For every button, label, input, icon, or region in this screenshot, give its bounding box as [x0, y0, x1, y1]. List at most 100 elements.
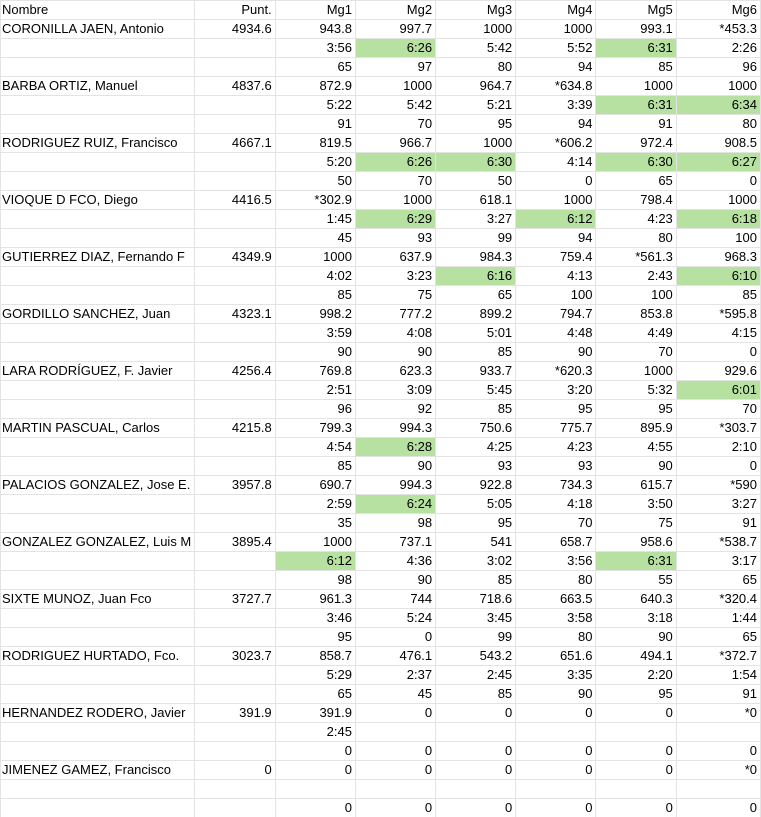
value-cell: 0 — [515, 760, 597, 780]
value-cell: 0 — [194, 760, 276, 780]
value-cell: 968.3 — [675, 247, 761, 267]
value-cell — [194, 779, 276, 799]
value-cell: 75 — [595, 513, 677, 533]
value-cell: 100 — [515, 285, 597, 305]
value-cell: 958.6 — [595, 532, 677, 552]
value-cell: 0 — [595, 703, 677, 723]
value-cell: 96 — [274, 399, 356, 419]
value-cell: 6:12 — [274, 551, 356, 571]
value-cell — [515, 722, 597, 742]
value-cell: 6:12 — [515, 209, 597, 229]
name-cell: CORONILLA JAEN, Antonio — [0, 19, 196, 39]
value-cell: 0 — [435, 798, 517, 817]
value-cell: 5:45 — [435, 380, 517, 400]
value-cell: 3:02 — [435, 551, 517, 571]
value-cell: 4:15 — [675, 323, 761, 343]
name-cell: BARBA ORTIZ, Manuel — [0, 76, 196, 96]
value-cell — [194, 95, 276, 115]
data-row: 65 45 85 90 95 91 — [0, 684, 761, 704]
data-row: GUTIERREZ DIAZ, Fernando F 4349.9 1000 637.… — [0, 247, 761, 267]
value-cell: 1000 — [595, 76, 677, 96]
value-cell — [194, 285, 276, 305]
value-cell — [194, 513, 276, 533]
value-cell: 80 — [515, 570, 597, 590]
data-row: 91 70 95 94 91 80 — [0, 114, 761, 134]
value-cell — [194, 114, 276, 134]
value-cell: 100 — [595, 285, 677, 305]
value-cell: 99 — [435, 627, 517, 647]
value-cell — [194, 798, 276, 817]
data-row: PALACIOS GONZALEZ, Jose E. 3957.8 690.7 994… — [0, 475, 761, 495]
header-cell: Mg6 — [675, 0, 761, 20]
data-row: GONZALEZ GONZALEZ, Luis M 3895.4 1000 737.1… — [0, 532, 761, 552]
data-row: 2:51 3:09 5:45 3:20 5:32 6:01 — [0, 380, 761, 400]
header-cell: Mg4 — [515, 0, 597, 20]
value-cell: 6:34 — [675, 95, 761, 115]
value-cell: 85 — [435, 684, 517, 704]
value-cell: 93 — [354, 228, 437, 248]
value-cell — [435, 722, 517, 742]
name-cell — [0, 380, 196, 400]
data-row: RODRIGUEZ RUIZ, Francisco 4667.1 819.5 966.… — [0, 133, 761, 153]
name-cell: RODRIGUEZ HURTADO, Fco. — [0, 646, 196, 666]
value-cell: 2:45 — [274, 722, 356, 742]
value-cell: 5:05 — [435, 494, 517, 514]
name-cell: GORDILLO SANCHEZ, Juan — [0, 304, 196, 324]
value-cell: 794.7 — [515, 304, 597, 324]
value-cell: 997.7 — [354, 19, 437, 39]
value-cell: 0 — [354, 760, 437, 780]
header-row: Nombre Punt. Mg1 Mg2 Mg3 Mg4 Mg5 Mg6 — [0, 0, 761, 20]
data-row: 95 0 99 80 90 65 — [0, 627, 761, 647]
value-cell — [194, 551, 276, 571]
value-cell: 984.3 — [435, 247, 517, 267]
data-row: 35 98 95 70 75 91 — [0, 513, 761, 533]
data-row: BARBA ORTIZ, Manuel 4837.6 872.9 1000 964.7 *… — [0, 76, 761, 96]
value-cell: 98 — [354, 513, 437, 533]
name-cell — [0, 266, 196, 286]
value-cell: 964.7 — [435, 76, 517, 96]
value-cell — [354, 779, 437, 799]
value-cell: 91 — [675, 513, 761, 533]
value-cell: 6:01 — [675, 380, 761, 400]
value-cell: 0 — [435, 703, 517, 723]
value-cell: 1000 — [435, 19, 517, 39]
value-cell — [194, 171, 276, 191]
value-cell: *606.2 — [515, 133, 597, 153]
value-cell: 80 — [515, 627, 597, 647]
data-row: 3:59 4:08 5:01 4:48 4:49 4:15 — [0, 323, 761, 343]
name-cell — [0, 285, 196, 305]
value-cell: 1000 — [675, 190, 761, 210]
data-row: SIXTE MUNOZ, Juan Fco 3727.7 961.3 744 718.6… — [0, 589, 761, 609]
value-cell: 45 — [274, 228, 356, 248]
value-cell: 858.7 — [274, 646, 356, 666]
value-cell: 798.4 — [595, 190, 677, 210]
value-cell: 90 — [595, 456, 677, 476]
value-cell: 4:49 — [595, 323, 677, 343]
name-cell — [0, 798, 196, 817]
value-cell: 0 — [515, 741, 597, 761]
value-cell: 618.1 — [435, 190, 517, 210]
value-cell: 1000 — [274, 247, 356, 267]
value-cell: 95 — [435, 513, 517, 533]
data-row: 65 97 80 94 85 96 — [0, 57, 761, 77]
value-cell: 0 — [675, 342, 761, 362]
value-cell: 476.1 — [354, 646, 437, 666]
value-cell: 3:50 — [595, 494, 677, 514]
value-cell: 734.3 — [515, 475, 597, 495]
value-cell: 750.6 — [435, 418, 517, 438]
value-cell: 929.6 — [675, 361, 761, 381]
value-cell: 6:24 — [354, 494, 437, 514]
value-cell: 3023.7 — [194, 646, 276, 666]
header-cell: Mg5 — [595, 0, 677, 20]
value-cell: *538.7 — [675, 532, 761, 552]
value-cell: 80 — [435, 57, 517, 77]
value-cell: 93 — [435, 456, 517, 476]
header-cell: Nombre — [0, 0, 196, 20]
value-cell: 994.3 — [354, 475, 437, 495]
value-cell: 658.7 — [515, 532, 597, 552]
value-cell — [194, 380, 276, 400]
value-cell: 98 — [274, 570, 356, 590]
value-cell — [194, 209, 276, 229]
value-cell: 0 — [515, 171, 597, 191]
